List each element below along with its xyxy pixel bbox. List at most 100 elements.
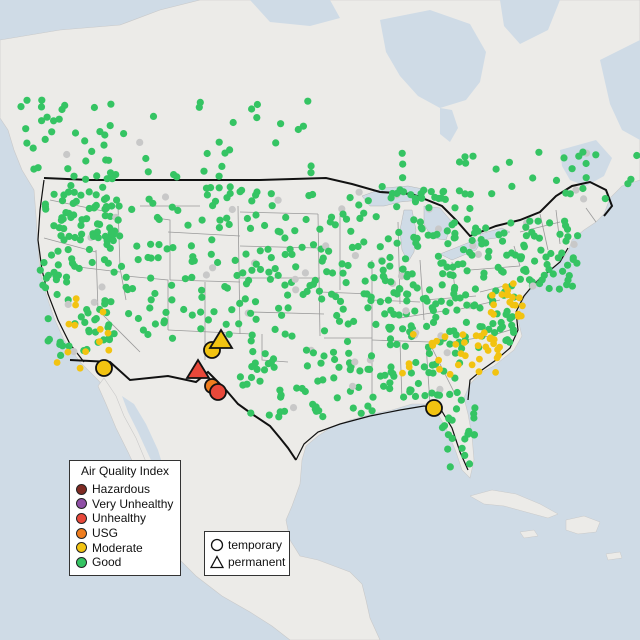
monitor-dot[interactable] [498,291,506,298]
monitor-dot[interactable] [378,257,386,265]
monitor-dot[interactable] [50,117,58,125]
monitor-dot[interactable] [83,306,91,314]
monitor-dot[interactable] [508,313,516,321]
monitor-dot[interactable] [509,301,517,309]
temporary-site-marker[interactable] [95,359,113,377]
monitor-dot[interactable] [99,183,107,191]
monitor-dot[interactable] [53,290,61,299]
monitor-dot[interactable] [216,216,224,224]
monitor-dot[interactable] [520,241,528,249]
monitor-dot[interactable] [558,249,566,257]
monitor-dot[interactable] [315,407,323,415]
monitor-dot[interactable] [29,144,37,152]
monitor-dot[interactable] [409,281,417,289]
monitor-dot[interactable] [387,278,395,286]
monitor-dot[interactable] [214,258,222,267]
monitor-dot[interactable] [431,193,439,201]
monitor-dot[interactable] [529,282,537,290]
monitor-dot[interactable] [247,337,255,345]
monitor-dot[interactable] [41,200,50,208]
monitor-dot[interactable] [275,304,283,312]
monitor-dot[interactable] [235,320,243,328]
monitor-dot[interactable] [326,218,334,226]
monitor-dot[interactable] [120,130,128,138]
monitor-dot[interactable] [64,165,72,173]
monitor-dot[interactable] [412,358,420,367]
monitor-dot[interactable] [102,194,111,202]
monitor-dot[interactable] [225,330,233,338]
monitor-dot[interactable] [335,363,343,371]
monitor-dot[interactable] [37,103,46,111]
monitor-dot[interactable] [436,385,444,393]
monitor-dot[interactable] [253,114,261,122]
monitor-dot[interactable] [64,300,72,308]
monitor-dot[interactable] [136,138,144,146]
monitor-dot[interactable] [94,234,102,242]
monitor-dot[interactable] [466,190,474,198]
monitor-dot[interactable] [209,202,217,210]
monitor-dot[interactable] [265,268,273,276]
monitor-dot[interactable] [147,240,155,248]
monitor-dot[interactable] [122,273,130,281]
monitor-dot[interactable] [425,349,433,358]
monitor-dot[interactable] [221,149,229,157]
monitor-dot[interactable] [281,234,289,242]
monitor-dot[interactable] [563,281,571,289]
monitor-dot[interactable] [396,186,404,194]
monitor-dot[interactable] [322,242,330,250]
monitor-dot[interactable] [105,335,113,343]
monitor-dot[interactable] [484,347,492,354]
monitor-dot[interactable] [276,228,284,236]
monitor-dot[interactable] [348,243,356,251]
monitor-dot[interactable] [36,266,44,274]
monitor-dot[interactable] [428,339,436,347]
monitor-dot[interactable] [403,297,411,305]
monitor-dot[interactable] [261,221,269,230]
monitor-dot[interactable] [384,296,392,304]
monitor-dot[interactable] [149,199,157,207]
monitor-dot[interactable] [411,392,420,400]
monitor-dot[interactable] [146,304,154,312]
monitor-dot[interactable] [55,115,63,123]
temporary-site-marker[interactable] [425,399,443,417]
monitor-dot[interactable] [568,165,576,173]
monitor-dot[interactable] [38,96,46,104]
monitor-dot[interactable] [277,391,285,399]
monitor-dot[interactable] [264,245,272,253]
monitor-dot[interactable] [282,213,290,221]
monitor-dot[interactable] [357,409,365,417]
monitor-dot[interactable] [399,369,406,377]
monitor-dot[interactable] [260,366,269,374]
monitor-dot[interactable] [291,227,299,235]
monitor-dot[interactable] [96,220,104,228]
monitor-dot[interactable] [149,112,158,120]
monitor-dot[interactable] [134,314,142,323]
monitor-dot[interactable] [153,213,161,222]
monitor-dot[interactable] [465,460,474,468]
monitor-dot[interactable] [70,172,78,180]
monitor-dot[interactable] [355,188,363,196]
monitor-dot[interactable] [154,254,162,262]
monitor-dot[interactable] [476,355,483,363]
monitor-dot[interactable] [233,271,241,280]
monitor-dot[interactable] [436,365,443,373]
monitor-dot[interactable] [364,304,372,312]
monitor-dot[interactable] [93,172,101,180]
monitor-dot[interactable] [261,350,269,358]
monitor-dot[interactable] [147,296,155,304]
monitor-dot[interactable] [288,250,296,258]
monitor-dot[interactable] [525,276,534,284]
monitor-dot[interactable] [197,308,205,316]
monitor-dot[interactable] [516,275,525,283]
monitor-dot[interactable] [309,280,317,288]
monitor-dot[interactable] [243,214,251,223]
monitor-dot[interactable] [450,286,458,294]
monitor-dot[interactable] [315,287,323,295]
monitor-dot[interactable] [281,281,289,289]
monitor-dot[interactable] [302,215,310,224]
monitor-dot[interactable] [303,362,311,370]
monitor-dot[interactable] [487,309,495,316]
monitor-dot[interactable] [498,237,507,245]
monitor-dot[interactable] [386,385,394,393]
monitor-dot[interactable] [429,307,437,315]
